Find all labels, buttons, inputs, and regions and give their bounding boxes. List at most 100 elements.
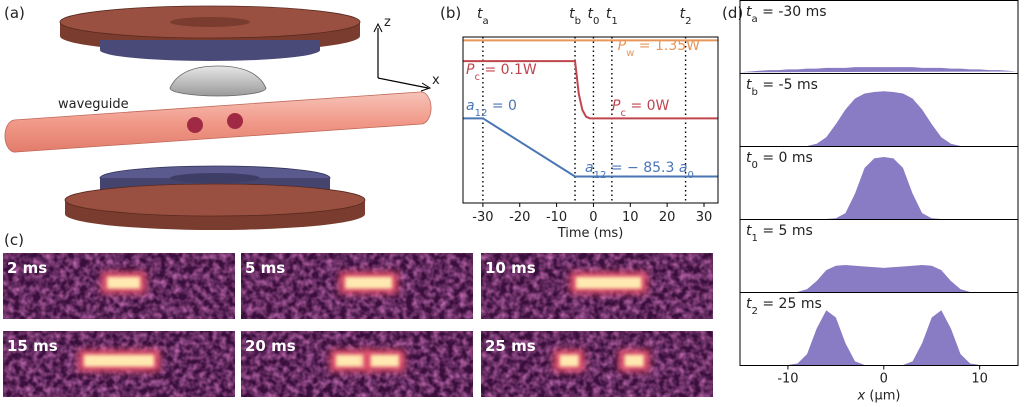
label-part: = 25 ms (758, 296, 822, 312)
cloud-core (83, 354, 155, 367)
label-part: a (483, 16, 489, 27)
label-part: a (585, 160, 594, 176)
image-noise (481, 331, 713, 397)
x-tick-label: 10 (971, 372, 988, 387)
label-part: P (466, 62, 475, 78)
label: ta (477, 6, 489, 27)
image-label: 5 ms (245, 259, 285, 277)
label-part: 0 (687, 170, 693, 181)
label-part: b (752, 87, 758, 98)
label-part: 0 (593, 16, 599, 27)
atom (227, 113, 243, 129)
absorption-image: 2 ms (3, 253, 235, 319)
image-label: 25 ms (485, 337, 536, 355)
absorption-image: 5 ms (241, 253, 473, 319)
label-part: = 0 (487, 98, 517, 114)
cloud-core (107, 276, 141, 289)
label: x (μm) (857, 389, 901, 404)
density-area (740, 310, 1018, 365)
label: ta = -30 ms (746, 4, 827, 25)
axis-arrow (377, 77, 429, 89)
label: tb = -5 ms (746, 77, 818, 98)
waveguide-label: waveguide (58, 97, 129, 112)
label: t0 = 0 ms (746, 150, 813, 171)
density-area (740, 91, 1018, 146)
image-label: 2 ms (7, 259, 47, 277)
density-area (740, 264, 1018, 292)
label-part: P (612, 98, 621, 114)
label-part: t (680, 6, 686, 22)
waveguide-tube (4, 91, 432, 153)
label: t1 (606, 6, 618, 27)
label-part: t (477, 6, 483, 22)
coil-bottom (64, 183, 366, 217)
label-part: t (606, 6, 612, 22)
x-tick-label: -10 (777, 372, 798, 387)
series-line (463, 117, 718, 178)
label-part: c (620, 108, 626, 119)
label-part: c (474, 72, 480, 83)
absorption-image: 20 ms (241, 331, 473, 397)
x-tick-label: 0 (589, 210, 597, 225)
cloud-core (345, 276, 393, 289)
label-part: t (746, 296, 752, 312)
lens (169, 65, 267, 97)
label-part: P (618, 38, 627, 54)
label: tb (569, 6, 581, 27)
x-tick-label: -20 (509, 210, 530, 225)
absorption-image: 10 ms (481, 253, 713, 319)
label-part: = − 85.3 (606, 160, 678, 176)
label-part: t (746, 223, 752, 239)
cloud-core (370, 354, 400, 367)
label-part: a (752, 14, 758, 25)
label-part: w (626, 48, 634, 59)
x-tick-label: 30 (696, 210, 713, 225)
axis-label: z (384, 15, 391, 30)
label: t1 = 5 ms (746, 223, 813, 244)
label-part: x (857, 389, 866, 404)
cloud-core (559, 354, 579, 367)
label: a12 = − 85.3 a0 (585, 160, 694, 181)
label-part: b (575, 16, 581, 27)
cloud-core (335, 354, 365, 367)
label-part: t (587, 6, 593, 22)
density-area (740, 156, 1018, 219)
coil-hole (170, 17, 250, 27)
label-part: = 0 ms (758, 150, 813, 166)
label-part: t (746, 77, 752, 93)
cloud-core (624, 354, 644, 367)
label-part: = -5 ms (758, 77, 818, 93)
panel-label: (c) (4, 231, 24, 249)
disc-hole (170, 173, 260, 183)
absorption-image: 25 ms (481, 331, 713, 397)
x-tick-label: 20 (659, 210, 676, 225)
x-tick-label: 10 (622, 210, 639, 225)
image-label: 10 ms (485, 259, 536, 277)
label-part: = 0W (626, 98, 670, 114)
panel-label: (a) (4, 4, 25, 22)
panel-label: (b) (440, 4, 461, 22)
label-part: = 0.1W (480, 62, 537, 78)
label-part: a (679, 160, 688, 176)
label: a12 = 0 (466, 98, 517, 119)
subplot-frame (739, 292, 1019, 366)
arrow-head (373, 22, 383, 33)
label: t0 (587, 6, 599, 27)
label-part: t (746, 4, 752, 20)
cloud-core (575, 276, 642, 289)
label-part: 1 (752, 233, 758, 244)
arrow-head (420, 82, 432, 92)
schematic (4, 5, 432, 230)
label-part: 12 (594, 170, 607, 181)
atom (187, 117, 203, 133)
label-part: t (569, 6, 575, 22)
panel-label: (d) (722, 4, 743, 22)
label: t2 (680, 6, 692, 27)
label-part: = 5 ms (758, 223, 813, 239)
label: Pc = 0W (612, 98, 670, 119)
image-label: 15 ms (7, 337, 58, 355)
label-part: a (466, 98, 475, 114)
axis-label: x (432, 73, 440, 88)
label: t2 = 25 ms (746, 296, 822, 317)
